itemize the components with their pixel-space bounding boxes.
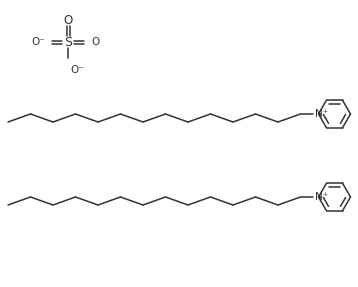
Text: O: O [91,37,99,47]
Text: N⁺: N⁺ [314,109,328,119]
Text: O⁻: O⁻ [31,37,45,47]
Text: O: O [63,13,73,26]
Text: O⁻: O⁻ [70,65,84,75]
Text: S: S [64,36,72,49]
Text: N⁺: N⁺ [314,192,328,202]
